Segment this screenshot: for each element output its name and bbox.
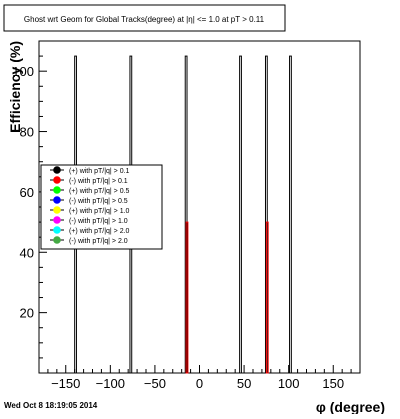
x-tick-label: 150 [322,376,344,391]
legend-label: (+) with pT/|q| > 2.0 [69,228,130,235]
legend-marker [53,166,61,174]
x-tick-label: −100 [96,376,125,391]
legend-marker [53,186,61,194]
legend-label: (+) with pT/|q| > 1.0 [69,208,130,215]
x-tick-label: 50 [237,376,251,391]
legend-marker [53,226,61,234]
y-axis: 20 40 60 80 100 [12,40,47,374]
legend-label: (-) with pT/|q| > 0.1 [69,178,128,185]
x-axis-title: φ (degree) [316,399,385,414]
bar-s1-1 [265,221,269,374]
x-tick-label: −150 [51,376,80,391]
bar-s0-5 [289,55,292,374]
x-tick-label: −50 [144,376,166,391]
chart-title: Ghost wrt Geom for Global Tracks(degree)… [24,15,265,24]
bar-s1-0 [185,221,189,374]
legend: (+) with pT/|q| > 0.1 (-) with pT/|q| > 0… [40,164,163,250]
legend-marker [53,206,61,214]
y-tick-label: 100 [12,64,34,79]
legend-label: (-) with pT/|q| > 0.5 [69,198,128,205]
timestamp: Wed Oct 8 18:19:05 2014 [4,401,98,410]
x-tick-label: 0 [196,376,203,391]
y-axis-title: Efficiency (%) [7,41,23,133]
legend-marker [53,196,61,204]
legend-label: (-) with pT/|q| > 1.0 [69,218,128,225]
legend-box [40,164,163,250]
legend-marker [53,176,61,184]
bar-s0-3 [239,55,242,374]
legend-label: (-) with pT/|q| > 2.0 [69,238,128,245]
y-tick-label: 40 [20,245,34,260]
y-tick-label: 80 [20,125,34,140]
x-tick-label: 100 [278,376,300,391]
legend-label: (+) with pT/|q| > 0.5 [69,188,130,195]
x-axis: −150 −100 −50 0 50 100 150 [38,365,361,391]
legend-marker [53,236,61,244]
legend-label: (+) with pT/|q| > 0.1 [69,168,130,175]
y-tick-label: 20 [20,306,34,321]
legend-marker [53,216,61,224]
title-box [3,4,286,32]
y-tick-label: 60 [20,185,34,200]
